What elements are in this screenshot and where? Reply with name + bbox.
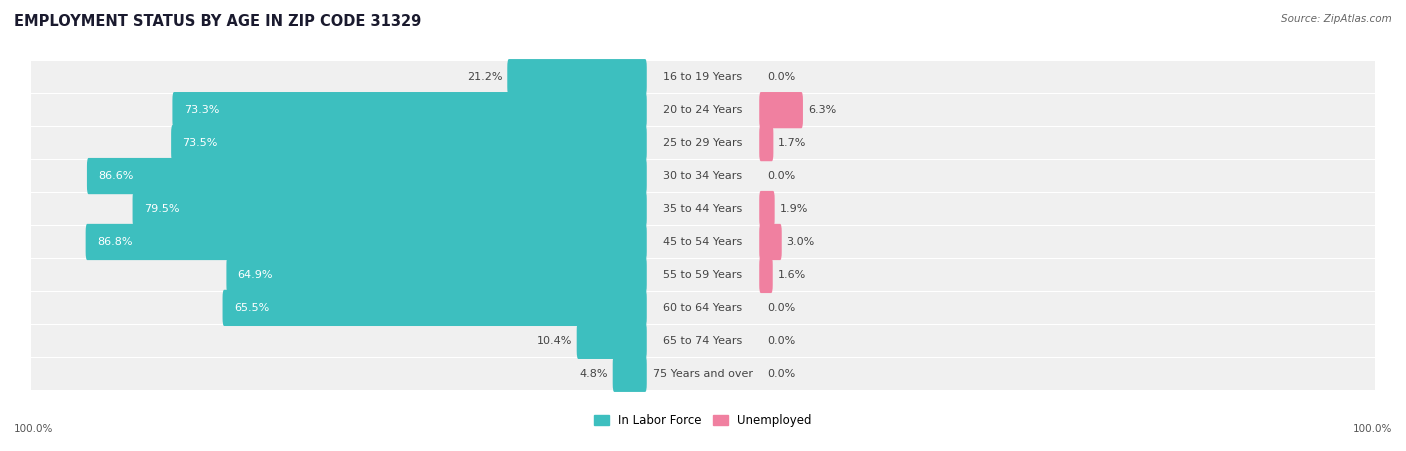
Text: 0.0%: 0.0% xyxy=(768,369,796,379)
Text: 79.5%: 79.5% xyxy=(143,204,180,214)
Text: 1.6%: 1.6% xyxy=(778,270,806,280)
FancyBboxPatch shape xyxy=(508,59,647,95)
FancyBboxPatch shape xyxy=(576,323,647,359)
Bar xyxy=(31,325,1375,357)
Text: 21.2%: 21.2% xyxy=(467,72,502,82)
Text: 0.0%: 0.0% xyxy=(768,72,796,82)
Text: 0.0%: 0.0% xyxy=(768,336,796,346)
FancyBboxPatch shape xyxy=(759,92,803,128)
Text: EMPLOYMENT STATUS BY AGE IN ZIP CODE 31329: EMPLOYMENT STATUS BY AGE IN ZIP CODE 313… xyxy=(14,14,422,28)
Text: 64.9%: 64.9% xyxy=(238,270,273,280)
Text: 16 to 19 Years: 16 to 19 Years xyxy=(664,72,742,82)
Text: 86.6%: 86.6% xyxy=(98,171,134,181)
Text: 1.9%: 1.9% xyxy=(779,204,808,214)
Text: 75 Years and over: 75 Years and over xyxy=(652,369,754,379)
FancyBboxPatch shape xyxy=(613,356,647,392)
Bar xyxy=(31,258,1375,259)
FancyBboxPatch shape xyxy=(759,257,773,293)
Text: 3.0%: 3.0% xyxy=(786,237,815,247)
Bar xyxy=(31,94,1375,126)
FancyBboxPatch shape xyxy=(132,191,647,227)
Text: 65.5%: 65.5% xyxy=(233,303,269,313)
Bar xyxy=(31,324,1375,325)
Text: 73.3%: 73.3% xyxy=(184,105,219,115)
Text: 73.5%: 73.5% xyxy=(183,138,218,148)
Text: 0.0%: 0.0% xyxy=(768,171,796,181)
Text: 0.0%: 0.0% xyxy=(768,303,796,313)
Bar xyxy=(31,226,1375,258)
Text: 45 to 54 Years: 45 to 54 Years xyxy=(664,237,742,247)
Bar xyxy=(31,159,1375,160)
FancyBboxPatch shape xyxy=(759,191,775,227)
Text: 25 to 29 Years: 25 to 29 Years xyxy=(664,138,742,148)
Bar xyxy=(31,192,1375,193)
Text: 100.0%: 100.0% xyxy=(1353,424,1392,434)
Bar xyxy=(31,357,1375,358)
Text: 100.0%: 100.0% xyxy=(14,424,53,434)
Text: 4.8%: 4.8% xyxy=(579,369,607,379)
Text: 30 to 34 Years: 30 to 34 Years xyxy=(664,171,742,181)
Text: Source: ZipAtlas.com: Source: ZipAtlas.com xyxy=(1281,14,1392,23)
Bar xyxy=(31,259,1375,291)
Text: 20 to 24 Years: 20 to 24 Years xyxy=(664,105,742,115)
Bar xyxy=(31,126,1375,127)
Bar xyxy=(31,93,1375,94)
Text: 1.7%: 1.7% xyxy=(778,138,807,148)
Bar xyxy=(31,160,1375,192)
FancyBboxPatch shape xyxy=(759,224,782,260)
FancyBboxPatch shape xyxy=(86,224,647,260)
Bar xyxy=(31,292,1375,324)
Text: 65 to 74 Years: 65 to 74 Years xyxy=(664,336,742,346)
FancyBboxPatch shape xyxy=(759,125,773,161)
Text: 6.3%: 6.3% xyxy=(808,105,837,115)
FancyBboxPatch shape xyxy=(226,257,647,293)
Bar xyxy=(31,61,1375,93)
Text: 55 to 59 Years: 55 to 59 Years xyxy=(664,270,742,280)
Text: 10.4%: 10.4% xyxy=(537,336,572,346)
Bar xyxy=(31,127,1375,159)
FancyBboxPatch shape xyxy=(173,92,647,128)
Bar xyxy=(31,358,1375,390)
Text: 86.8%: 86.8% xyxy=(97,237,132,247)
Bar xyxy=(31,225,1375,226)
Text: 35 to 44 Years: 35 to 44 Years xyxy=(664,204,742,214)
Bar xyxy=(31,193,1375,225)
FancyBboxPatch shape xyxy=(172,125,647,161)
Legend: In Labor Force, Unemployed: In Labor Force, Unemployed xyxy=(589,410,817,432)
FancyBboxPatch shape xyxy=(87,158,647,194)
FancyBboxPatch shape xyxy=(222,290,647,326)
Bar xyxy=(31,60,1375,61)
Text: 60 to 64 Years: 60 to 64 Years xyxy=(664,303,742,313)
Bar xyxy=(31,291,1375,292)
